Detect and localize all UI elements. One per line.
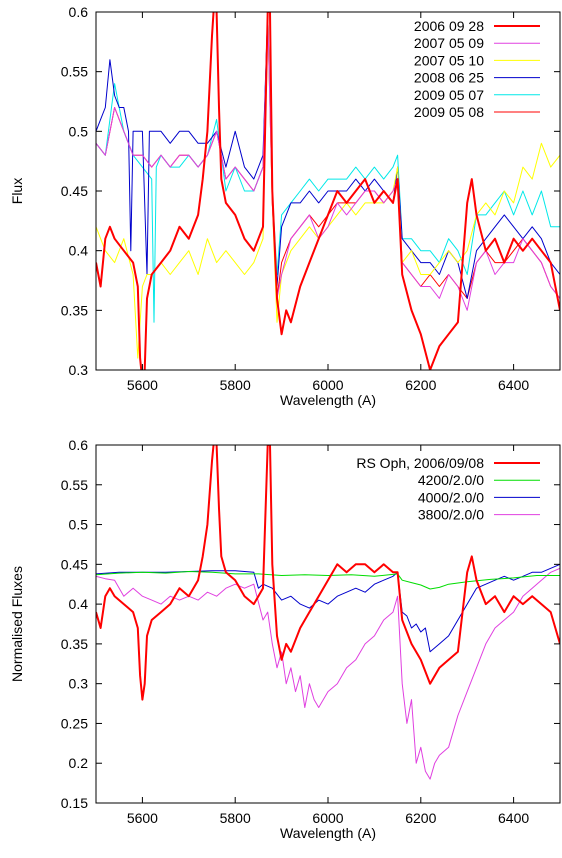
- legend-label: RS Oph, 2006/09/08: [356, 455, 484, 471]
- y-tick-label: 0.2: [69, 755, 89, 771]
- x-tick-label: 5600: [127, 810, 158, 826]
- y-tick-label: 0.55: [61, 64, 88, 80]
- series-group: [96, 445, 560, 780]
- series-group: [96, 12, 560, 370]
- x-tick-label: 5800: [220, 810, 251, 826]
- chart-panel-1: 5600 5800 6000 6200 6400 0.3 0.35 0.4 0.45 0.5 0.5…: [9, 4, 561, 408]
- y-tick-label: 0.35: [61, 302, 88, 318]
- y-tick-label: 0.25: [61, 715, 88, 731]
- y-tick-label: 0.45: [61, 556, 88, 572]
- y-tick-label: 0.4: [69, 243, 89, 259]
- series-line-3: [96, 563, 560, 653]
- y-axis-label: Flux: [9, 178, 25, 204]
- series-line-4: [96, 567, 560, 780]
- x-tick-label: 6000: [312, 377, 343, 393]
- series-line-2: [96, 571, 560, 590]
- series-line-3: [96, 12, 560, 359]
- y-tick-label: 0.6: [69, 437, 89, 453]
- x-tick-label: 6200: [405, 810, 436, 826]
- series-line-5: [96, 12, 560, 323]
- x-tick-label: 5600: [127, 377, 158, 393]
- y-tick-label: 0.35: [61, 636, 88, 652]
- y-tick-label: 0.55: [61, 477, 88, 493]
- legend-label: 3800/2.0/0: [418, 507, 484, 523]
- y-tick-label: 0.15: [61, 795, 88, 811]
- legend-label: 2009 05 08: [414, 104, 484, 120]
- x-axis-label: Wavelength (A): [280, 392, 376, 408]
- series-line-4: [96, 12, 560, 299]
- legend-label: 2007 05 09: [414, 35, 484, 51]
- y-tick-label: 0.5: [69, 123, 89, 139]
- y-tick-label: 0.5: [69, 517, 89, 533]
- x-tick-label: 6000: [312, 810, 343, 826]
- x-tick-label: 6400: [498, 810, 529, 826]
- legend-label: 4200/2.0/0: [418, 472, 484, 488]
- x-axis-label: Wavelength (A): [280, 825, 376, 841]
- series-line-1: [96, 445, 560, 701]
- y-tick-label: 0.3: [69, 362, 89, 378]
- series-line-1: [96, 12, 560, 370]
- y-axis-label: Normalised Fluxes: [9, 566, 25, 682]
- legend-label: 2006 09 28: [414, 18, 484, 34]
- legend-label: 2007 05 10: [414, 52, 484, 68]
- legend-label: 4000/2.0/0: [418, 489, 484, 505]
- legend-label: 2008 06 25: [414, 70, 484, 86]
- chart-panel-2: 5600 5800 6000 6200 6400 0.15 0.2 0.25 0.3 0.35 0.…: [9, 437, 561, 841]
- series-line-2: [96, 12, 560, 311]
- x-tick-label: 6400: [498, 377, 529, 393]
- plot-frame: [95, 444, 561, 804]
- y-tick-label: 0.4: [69, 596, 89, 612]
- x-tick-label: 5800: [220, 377, 251, 393]
- y-tick-label: 0.45: [61, 183, 88, 199]
- y-tick-label: 0.3: [69, 676, 89, 692]
- legend-label: 2009 05 07: [414, 87, 484, 103]
- x-tick-label: 6200: [405, 377, 436, 393]
- y-tick-label: 0.6: [69, 4, 89, 20]
